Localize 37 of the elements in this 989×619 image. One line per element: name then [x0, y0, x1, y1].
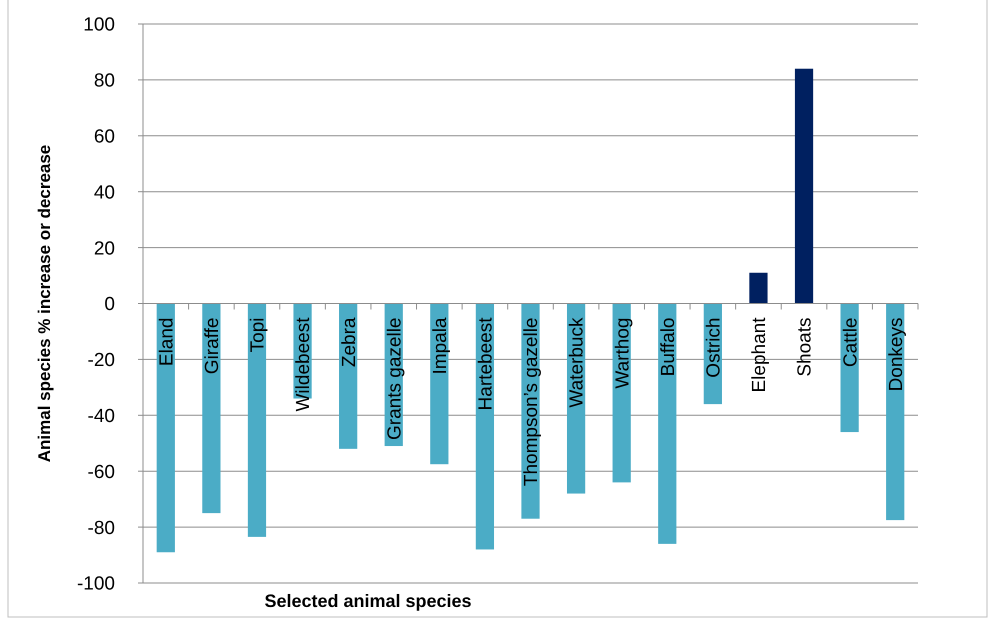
- bar: [658, 304, 676, 544]
- bar: [886, 304, 904, 520]
- bar: [156, 304, 175, 552]
- y-axis-title: Animal species % increase or decrease: [35, 144, 54, 462]
- x-tick-label: Eland: [156, 318, 178, 366]
- y-tick-label: -60: [88, 462, 115, 483]
- x-tick-label: Hartebeest: [476, 316, 497, 410]
- bar: [794, 68, 814, 304]
- y-tick-label: 20: [94, 238, 115, 260]
- x-tick-label: Waterbuck: [566, 317, 588, 408]
- y-tick-label: 0: [104, 294, 115, 316]
- y-tick-label: 60: [94, 126, 115, 148]
- bar: [749, 272, 768, 304]
- x-tick-label: Grants gazelle: [384, 318, 406, 440]
- x-tick-label: Topi: [248, 318, 269, 352]
- x-tick-label: Warthog: [612, 318, 634, 389]
- x-tick-label: Shoats: [794, 318, 816, 377]
- y-tick-label: 40: [94, 182, 115, 204]
- x-tick-label: Giraffe: [202, 318, 224, 374]
- x-tick-label: Buffalo: [658, 318, 679, 376]
- y-tick-label: -100: [76, 574, 115, 595]
- x-tick-label: Elephant: [749, 316, 770, 393]
- bar: [248, 304, 266, 537]
- bar: [339, 304, 358, 449]
- x-tick-label: Impala: [430, 317, 451, 375]
- x-tick-label: Donkeys: [886, 318, 907, 392]
- x-tick-label: Wildebeest: [293, 316, 314, 412]
- x-axis-title: Selected animal species: [264, 591, 472, 611]
- y-tick-label: -80: [88, 518, 115, 539]
- y-tick-label: -40: [88, 406, 115, 427]
- x-tick-label: Cattle: [840, 318, 862, 368]
- y-tick-label: 80: [94, 70, 115, 92]
- x-tick-label: Zebra: [338, 317, 360, 368]
- y-tick-label: 100: [83, 14, 115, 36]
- x-tick-label: Thompson’s gazelle: [521, 318, 542, 486]
- y-tick-label: -20: [88, 350, 115, 372]
- x-tick-label: Ostrich: [704, 318, 725, 378]
